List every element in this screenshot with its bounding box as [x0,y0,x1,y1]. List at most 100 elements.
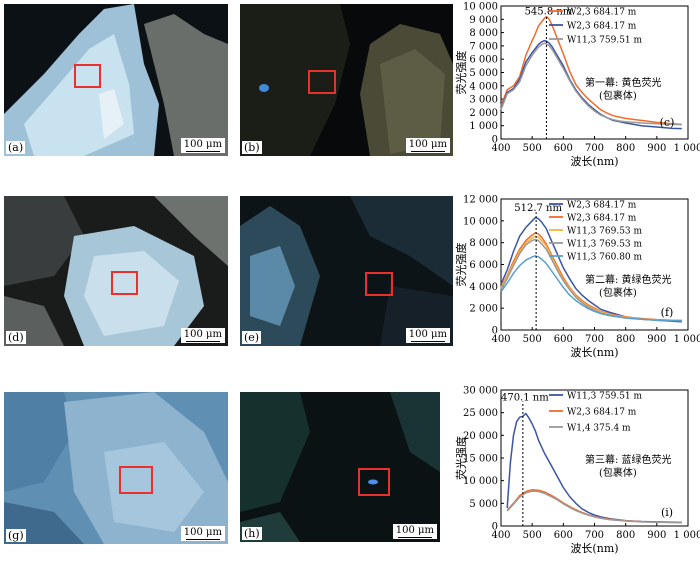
x-tick-label: 900 [647,334,666,345]
y-tick-label: 4 000 [469,282,498,293]
micrograph-g-image [4,392,228,544]
x-tick-label: 800 [616,143,635,154]
legend-label: W11,3 759.51 m [567,36,643,46]
panel-label: (c) [660,116,675,129]
micrograph-h-image [240,392,440,542]
panel-label: (b) [242,141,262,154]
y-tick-label: 2 000 [469,108,498,119]
y-tick-label: 25 000 [463,408,498,419]
y-tick-label: 12 000 [463,195,498,206]
annotation-text: (包裹体) [599,466,637,479]
y-tick-label: 2 000 [469,304,498,315]
region-marker [111,271,138,295]
panel-label: (h) [242,527,262,540]
x-axis-label: 波长(nm) [570,542,618,555]
x-tick-label: 500 [523,530,542,541]
region-marker [308,70,336,94]
micrograph-b: (b) 100 μm [240,4,453,156]
series-line [500,42,682,126]
panel-label: (a) [6,141,26,154]
legend-label: W2,3 684.17 m [567,214,637,224]
micrograph-e: (e) 100 μm [240,196,453,346]
y-tick-label: 8 000 [469,238,498,249]
peak-label: 512.7 nm [514,203,562,214]
x-tick-label: 800 [616,530,635,541]
legend-label: W11,3 769.53 m [567,227,643,237]
micrograph-e-image [240,196,453,346]
y-tick-label: 8 000 [469,28,498,39]
x-tick-label: 400 [491,143,510,154]
x-tick-label: 600 [554,530,573,541]
x-tick-label: 700 [585,143,604,154]
x-tick-label: 1 000 [674,143,700,154]
y-tick-label: 20 000 [463,431,498,442]
legend-label: W2,3 684.17 m [567,22,637,32]
series-line [500,39,682,130]
x-tick-label: 500 [523,334,542,345]
y-axis-label: 荧光强度 [454,436,468,480]
micrograph-a-image [4,4,228,156]
x-tick-label: 700 [585,530,604,541]
micrograph-g: (g) 100 μm [4,392,228,544]
x-tick-label: 800 [616,334,635,345]
micrograph-h: (h) 100 μm [240,392,440,542]
annotation-text: 第三幕: 蓝绿色荧光 [585,453,672,466]
x-tick-label: 1 000 [674,530,700,541]
micrograph-d: (d) 100 μm [4,196,228,346]
y-tick-label: 6 000 [469,55,498,66]
series-line [500,255,682,322]
region-marker [74,64,101,88]
legend-label: W11,3 760.80 m [567,253,643,263]
scale-bar: 100 μm [180,328,225,343]
x-tick-label: 900 [647,143,666,154]
micrograph-b-image [240,4,453,156]
annotation-text: (包裹体) [599,286,637,299]
legend-label: W11,3 759.51 m [567,392,643,402]
y-tick-label: 10 000 [463,216,498,227]
scale-bar: 100 μm [180,138,225,153]
panel-label: (e) [242,331,262,344]
x-tick-label: 1 000 [674,334,700,345]
micrograph-d-image [4,196,228,346]
x-tick-label: 900 [647,530,666,541]
y-tick-label: 30 000 [463,386,498,397]
region-marker [365,272,393,296]
x-tick-label: 400 [491,334,510,345]
legend-label: W2,3 684.17 m [567,201,637,211]
panel-label: (f) [661,306,674,319]
scale-bar: 100 μm [180,526,225,541]
panel-label: (i) [661,506,673,519]
annotation-text: 第二幕: 黄绿色荧光 [585,273,672,286]
y-tick-label: 5 000 [469,499,498,510]
y-tick-label: 15 000 [463,454,498,465]
y-tick-label: 9 000 [469,15,498,26]
y-axis-label: 荧光强度 [454,51,468,95]
spectrum-chart-c: 0 1 000 2 000 3 000 4 000 5 000 6 000 7 000 8 00… [454,2,700,169]
y-tick-label: 0 [492,135,498,146]
legend-label: W11,3 769.53 m [567,240,643,250]
y-tick-label: 7 000 [469,41,498,52]
scale-bar: 100 μm [392,524,437,539]
x-tick-label: 600 [554,334,573,345]
x-tick-label: 600 [554,143,573,154]
series-line [506,490,682,524]
peak-label: 470.1 nm [501,392,549,403]
spectrum-chart-i: 0 5 000 10 000 15 000 20 000 25 000 30 000 400 5… [454,386,700,556]
x-axis-label: 波长(nm) [570,155,618,168]
annotation-text: 第一幕: 黄色荧光 [585,76,662,89]
legend-label: W2,3 684.17 m [567,408,637,418]
scale-bar: 100 μm [405,328,450,343]
spectrum-chart-f: 0 2 000 4 000 6 000 8 000 10 000 12 000 400 500 6… [454,195,700,360]
peak-label: 545.8 nm [525,6,573,17]
y-tick-label: 1 000 [469,121,498,132]
y-tick-label: 6 000 [469,260,498,271]
scale-bar: 100 μm [405,138,450,153]
y-tick-label: 3 000 [469,95,498,106]
legend-label: W1,4 375.4 m [567,424,631,434]
x-tick-label: 400 [491,530,510,541]
x-axis-label: 波长(nm) [570,346,618,359]
region-marker [119,466,153,494]
region-marker [358,468,390,496]
x-tick-label: 700 [585,334,604,345]
panel-label: (g) [6,529,26,542]
